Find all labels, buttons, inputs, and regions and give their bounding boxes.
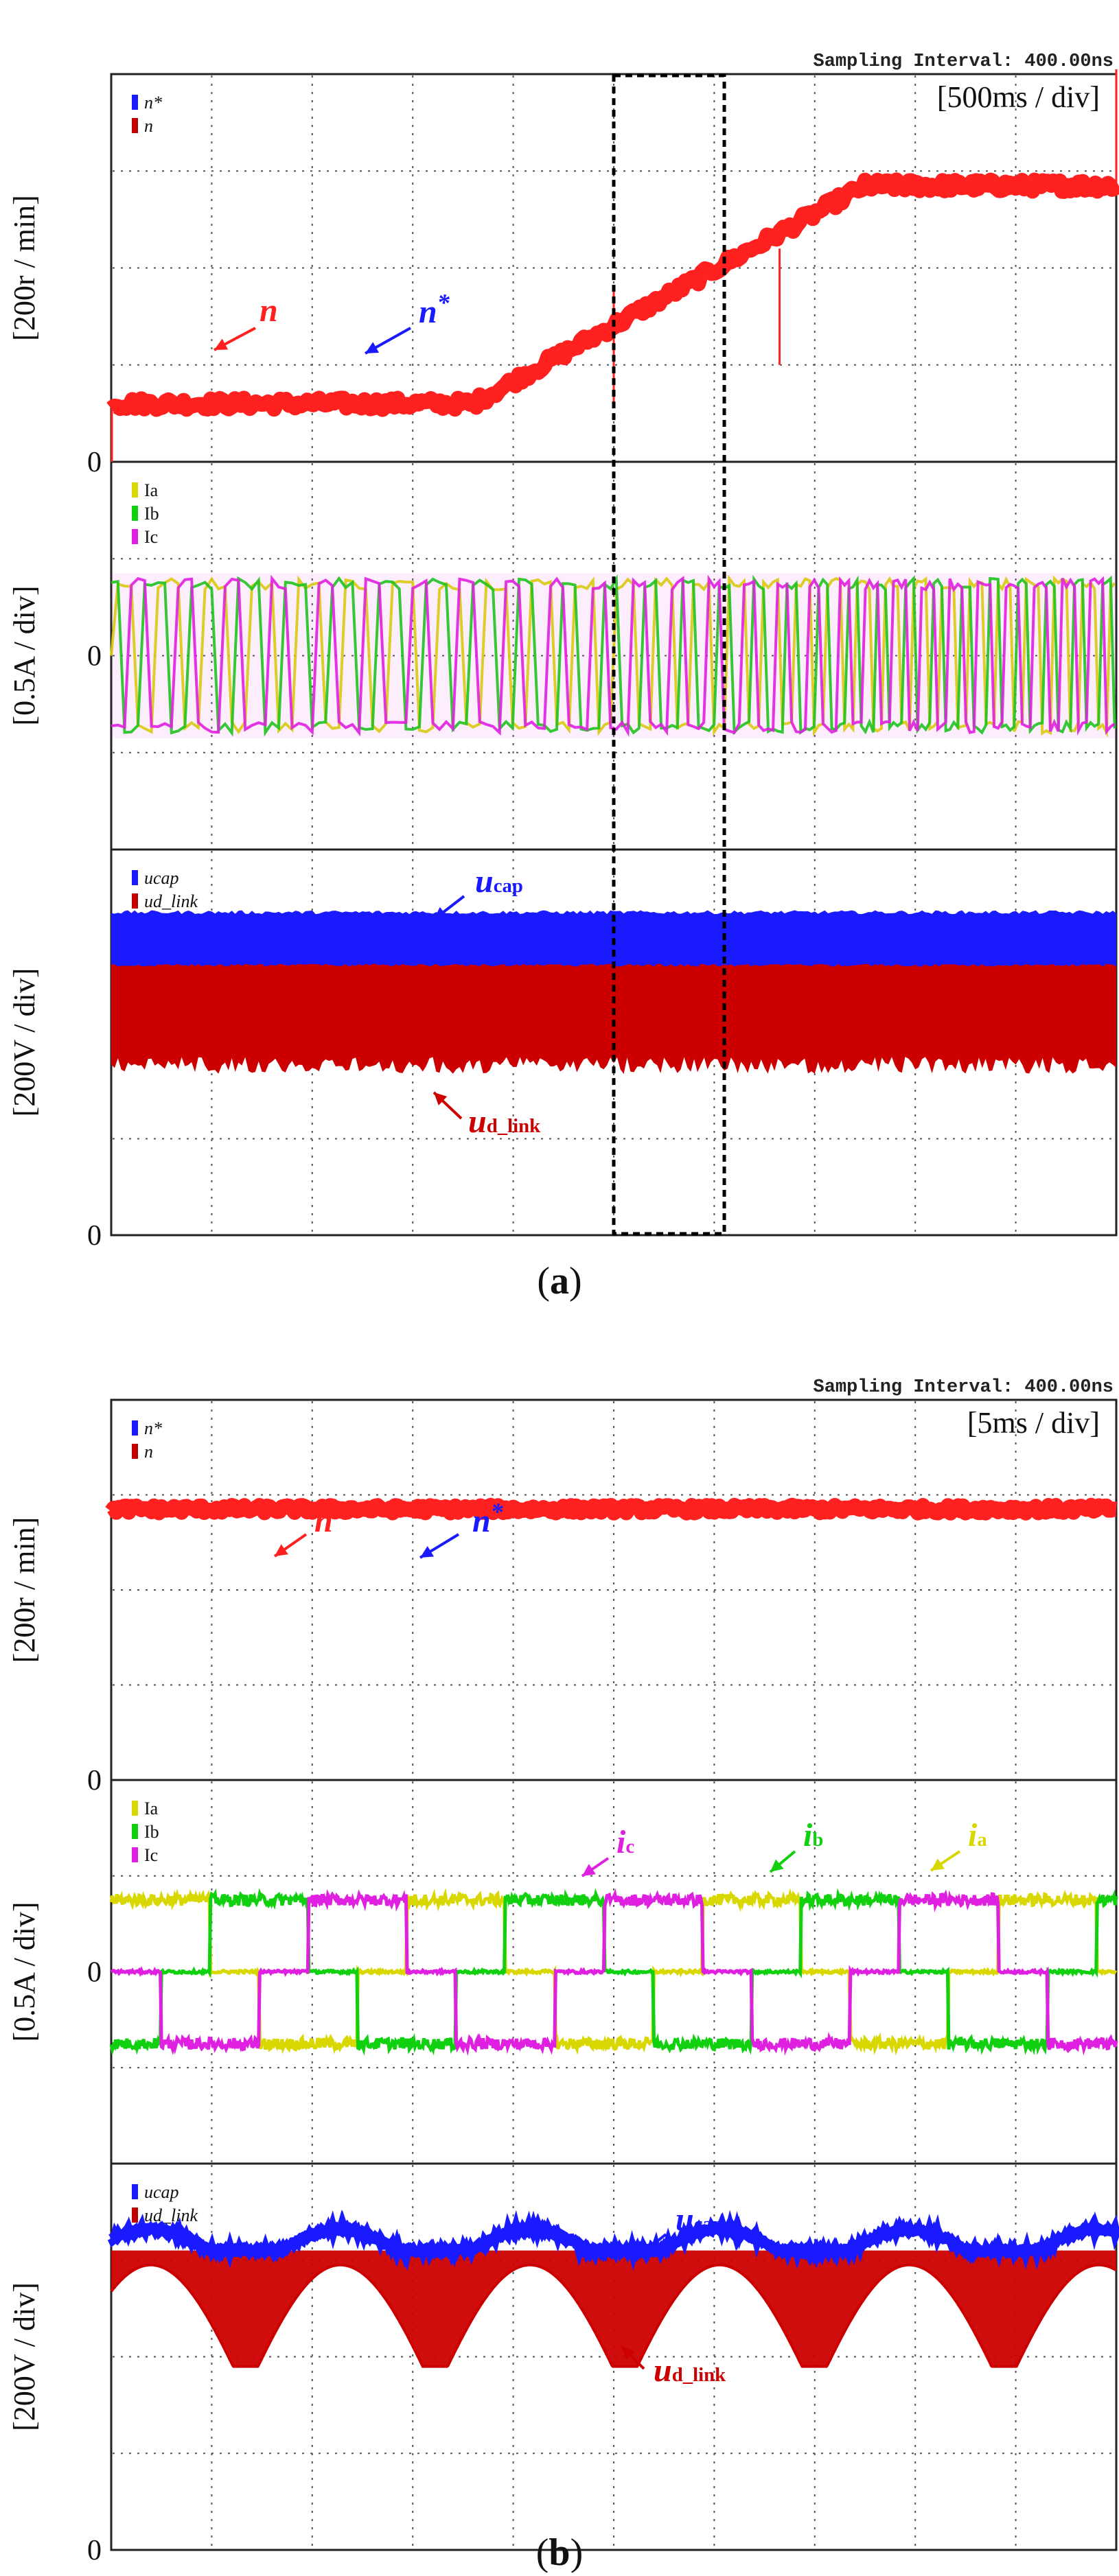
legend-label: n [144, 1442, 153, 1462]
timebase-label: [500ms / div] [937, 80, 1100, 114]
annotation-label: ia [968, 1817, 987, 1853]
series-Ib-line [109, 1888, 1118, 2057]
annotation-arrow-head [214, 338, 229, 350]
annotation-arrow-head [434, 906, 448, 920]
legend-label: Ia [144, 1799, 159, 1818]
subfigure-caption: (b) [536, 2531, 583, 2573]
current-band-shade [111, 573, 1116, 738]
annotation-arrow-head [420, 1545, 435, 1558]
sampling-interval-label: Sampling Interval: 400.00ns [814, 51, 1114, 72]
panel-zero-label: 0 [87, 1957, 102, 1989]
legend-swatch [132, 118, 138, 133]
legend-label: Ic [144, 527, 158, 547]
panel-ylabel: [0.5A / div] [8, 585, 41, 725]
legend-label: Ic [144, 1845, 158, 1865]
annotation-arrow-head [931, 1858, 945, 1871]
panel-ylabel: [0.5A / div] [8, 1901, 41, 2041]
panel-ylabel: [200r / min] [8, 195, 41, 341]
annotation-label: n* [472, 1498, 504, 1539]
zoom-window-box [612, 73, 726, 1236]
annotation-arrow-head [770, 1859, 784, 1872]
chart-b: Sampling Interval: 400.00ns [200r / min] 0… [8, 1377, 1119, 2574]
annotation-label: n [259, 292, 278, 329]
annotation-label: ib [803, 1817, 823, 1853]
legend-label: Ia [144, 480, 159, 500]
legend-swatch [132, 482, 138, 497]
legend-label: Ib [144, 1822, 159, 1842]
annotation-label: n [314, 1503, 333, 1539]
legend-label: n [144, 116, 153, 136]
legend-swatch [132, 95, 138, 110]
panel-speed: [200r / min] 0 n* n n n* [8, 1401, 1119, 1796]
series-n-line [106, 172, 1119, 417]
annotation-arrow-head [434, 1092, 448, 1105]
panel-zero-label: 0 [87, 447, 102, 478]
series-Ic-band [111, 574, 1116, 737]
legend-swatch [132, 1801, 138, 1816]
annotation-arrow-head [582, 1864, 596, 1876]
annotation-label: ucap [475, 863, 523, 900]
timebase-label: [5ms / div] [967, 1406, 1100, 1440]
annotation-arrow-head [365, 342, 380, 353]
sampling-interval-label: Sampling Interval: 400.00ns [814, 1377, 1114, 1398]
scope-frame [110, 1398, 1118, 2551]
annotation-label: ic [616, 1824, 634, 1860]
legend-swatch [132, 1824, 138, 1839]
legend-label: ucap [144, 868, 179, 888]
annotation-label: ud_link [654, 2352, 726, 2389]
panel-speed: [200r / min] 0 n* n n n* [8, 69, 1119, 478]
legend-swatch [132, 1847, 138, 1862]
series-n-line [105, 1497, 1119, 1521]
legend-swatch [132, 1444, 138, 1459]
legend-label: ud_link [144, 891, 198, 911]
chart-a: Sampling Interval: 400.00ns [200r / min] 0… [8, 51, 1119, 1302]
annotation-label: n* [419, 289, 450, 330]
panel-ylabel: [200r / min] [8, 1517, 41, 1663]
annotation-label: ud_link [468, 1103, 540, 1140]
legend-label: ud_link [144, 2205, 198, 2225]
legend-swatch [132, 2208, 138, 2223]
panel-zero-label: 0 [87, 1220, 102, 1252]
legend-label: n* [144, 1418, 162, 1438]
series-ud-link-line [110, 2263, 1118, 2368]
annotation-arrow-head [275, 1544, 288, 1556]
series-ucap-line [107, 2210, 1119, 2271]
legend-label: ucap [144, 2182, 179, 2202]
panel-zero-label: 0 [87, 1765, 102, 1796]
panel-voltage: [200V / div] 0 ucap ud_link ucap ud_link [8, 2165, 1119, 2566]
subfigure-caption: (a) [537, 1260, 581, 1302]
annotation-label: ucap [676, 2201, 724, 2238]
legend-swatch [132, 2184, 138, 2199]
legend-swatch [132, 893, 138, 909]
legend-swatch [132, 506, 138, 521]
series-Ib-band [111, 574, 1116, 737]
panel-ylabel: [200V / div] [8, 968, 41, 1117]
legend-label: n* [144, 93, 162, 113]
legend-swatch [132, 870, 138, 885]
series-ud-link-area [111, 2250, 1116, 2367]
legend-swatch [132, 529, 138, 544]
panel-current: [0.5A / div] 0 Ia Ib Ic ic ib ia [8, 1781, 1118, 2165]
series-ud-link-band [111, 958, 1116, 1074]
panel-zero-label: 0 [87, 641, 102, 672]
panel-zero-label: 0 [87, 2535, 102, 2566]
annotation-arrow-head [637, 2245, 651, 2258]
panel-ylabel: [200V / div] [8, 2282, 41, 2431]
series-Ic-line [110, 1888, 1118, 2057]
legend-label: Ib [144, 504, 159, 524]
annotation-arrow-head [622, 2347, 636, 2361]
legend-swatch [132, 1420, 138, 1436]
